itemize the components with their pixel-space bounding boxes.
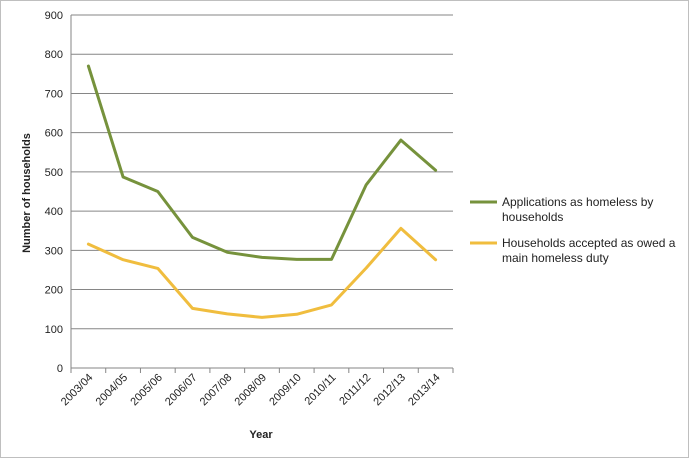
x-tick-label: 2007/08 xyxy=(198,372,235,409)
legend-label: main homeless duty xyxy=(502,251,609,265)
gridlines xyxy=(71,14,453,330)
y-tick-label: 500 xyxy=(45,167,63,179)
y-tick-label: 400 xyxy=(45,206,63,218)
y-tick-label: 300 xyxy=(45,245,63,257)
x-tick-label: 2012/13 xyxy=(371,372,408,409)
x-tick-label: 2013/14 xyxy=(406,372,443,409)
y-tick-label: 200 xyxy=(45,285,63,297)
x-tick-label: 2011/12 xyxy=(337,372,373,408)
legend-label: Households accepted as owed a xyxy=(502,236,676,250)
x-tick-label: 2008/09 xyxy=(233,372,270,409)
y-tick-label: 0 xyxy=(57,363,63,375)
series-line-2 xyxy=(86,226,438,319)
x-tick-label: 2006/07 xyxy=(163,372,200,409)
y-tick-label: 800 xyxy=(45,49,63,61)
x-tick-label: 2003/04 xyxy=(59,372,96,409)
y-tick-label: 700 xyxy=(45,88,63,100)
y-tick-label: 100 xyxy=(45,324,63,336)
x-axis-title: Year xyxy=(249,429,273,441)
series-lines xyxy=(86,64,438,319)
x-tick-label: 2004/05 xyxy=(94,372,131,409)
y-axis-title: Number of households xyxy=(21,133,33,253)
x-tick-labels: 2003/042004/052005/062006/072007/082008/… xyxy=(59,372,443,409)
x-tick-label: 2005/06 xyxy=(128,372,165,409)
legend-label: households xyxy=(502,210,563,224)
legend-label: Applications as homeless by xyxy=(502,195,653,209)
y-tick-label: 600 xyxy=(45,128,63,140)
y-tick-label: 900 xyxy=(45,10,63,22)
series-line-1 xyxy=(86,64,438,261)
x-tick-label: 2009/10 xyxy=(267,372,304,409)
x-tick-label: 2010/11 xyxy=(303,372,339,408)
axes xyxy=(70,15,454,373)
y-tick-labels: 0 100 200 300 400 500 600 700 800 900 xyxy=(45,10,63,375)
